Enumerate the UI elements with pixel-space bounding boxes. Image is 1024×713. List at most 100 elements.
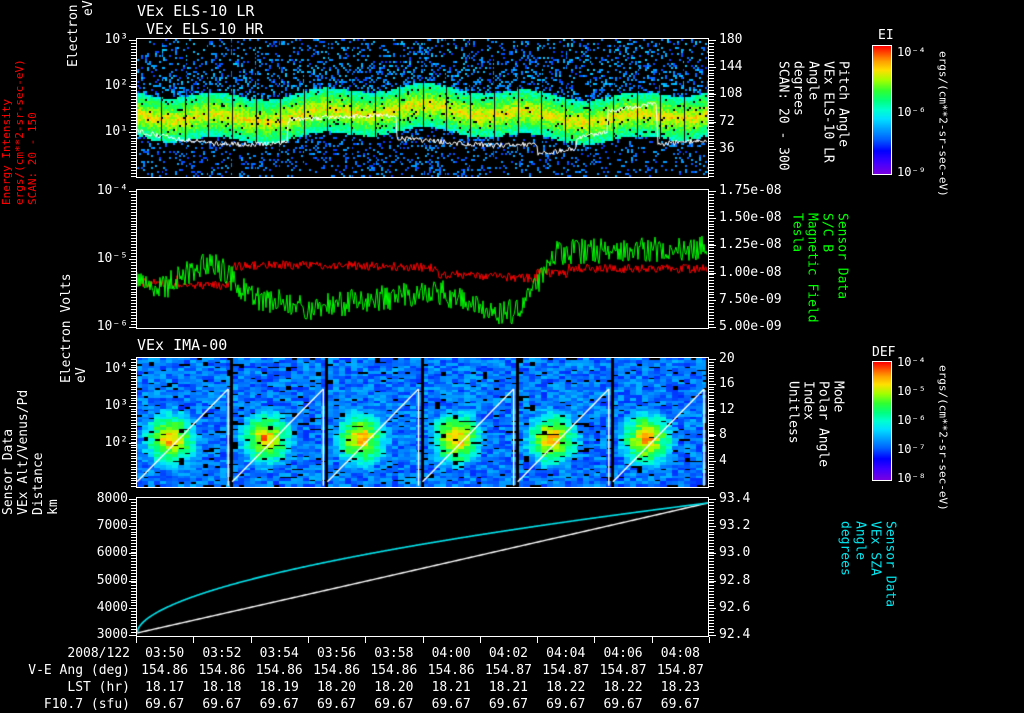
panel1-colorbar[interactable] (872, 45, 892, 175)
panel4-right-axis-minor (709, 587, 714, 589)
panel2-right-axis-minor (709, 238, 714, 240)
panel4-right-axis-minor (709, 540, 714, 542)
panel2-right-axis-minor (709, 276, 714, 278)
panel2-right-axis-label: Sensor Data S/C B Magnetic Field Tesla (758, 198, 849, 342)
panel3-right-axis-minor (709, 439, 714, 441)
panel2-right-axis-tickmark-4 (709, 299, 716, 301)
panel1-right-axis-minor (709, 110, 714, 112)
panel3-right-axis-minor (709, 405, 714, 407)
panel1-right-axis-minor (709, 149, 714, 151)
panel2-right-axis-minor (709, 232, 714, 234)
table-cell: 154.87 (542, 663, 590, 678)
panel2-right-axis-minor (709, 282, 714, 284)
table-cell: 154.86 (255, 663, 303, 678)
panel1-right-axis-minor (709, 40, 714, 41)
panel4-right-axis-tickmark-1 (709, 526, 716, 528)
panel1-plot-area[interactable] (136, 38, 709, 178)
panel2-right-axis-minor (709, 214, 714, 216)
panel3-right-axis-minor (709, 441, 714, 443)
panel1-right-axis-tickmark-1 (709, 67, 716, 69)
panel3-right-axis-minor (709, 480, 714, 482)
panel4-right-axis-minor (709, 575, 714, 577)
xaxis-tickmark (479, 637, 481, 643)
panel1-right-axis-minor (709, 87, 714, 89)
panel2-right-axis-minor (709, 327, 714, 328)
panel1-right-axis-minor (709, 116, 714, 118)
panel4-right-axis-tick-5: 92.4 (719, 627, 751, 642)
panel4-right-axis-minor (709, 617, 714, 619)
panel4-right-axis-tickmark-3 (709, 580, 716, 582)
panel4-right-axis-tickmark-0 (709, 499, 716, 500)
panel4-right-axis-tickmark-5 (709, 635, 716, 636)
panel2-plot-area[interactable] (136, 189, 709, 329)
panel1-right-axis-minor (709, 81, 714, 83)
table-cell: 154.87 (484, 663, 532, 678)
panel4-left-axis-tickmark-4 (129, 607, 136, 609)
panel3-right-axis-minor (709, 389, 714, 391)
panel1-right-axis-minor (709, 48, 714, 50)
panel4-left-axis-tickmark-1 (129, 526, 136, 528)
panel4-right-axis-minor (709, 534, 714, 536)
panel3-plot-area[interactable] (136, 357, 709, 488)
panel2-right-axis-minor (709, 208, 714, 210)
panel4-right-axis-minor (709, 519, 714, 521)
panel4-right-axis-minor (709, 555, 714, 557)
panel3-right-axis-minor (709, 486, 714, 487)
table-cell: 18.18 (202, 680, 242, 695)
panel1-right-axis-tick-2: 108 (719, 86, 743, 102)
panel1-right-axis-label: Pitch Angle VEx ELS-10 LR Angle degrees … (744, 46, 850, 190)
table-cell: 18.22 (546, 680, 586, 695)
table-cell: 18.17 (145, 680, 185, 695)
panel2-right-axis-minor (709, 279, 714, 281)
panel1-title-lr: VEx ELS-10 LR (137, 2, 255, 20)
panel3-right-axis-minor (709, 458, 714, 460)
panel4-plot-area[interactable] (136, 497, 709, 637)
panel1-right-axis-minor (709, 96, 714, 98)
panel4-left-axis-label: Sensor Data VEx Alt/Venus/Pd Distance km (1, 390, 121, 659)
panel2-right-axis-minor (709, 253, 714, 255)
table-row: F10.7 (sfu) 69.67 69.67 69.67 69.67 69.67 69.6… (0, 696, 1024, 713)
panel4-right-axis-minor (709, 531, 714, 533)
panel3-left-axis-label: Electron Volts eV (58, 273, 119, 512)
panel3-right-axis-tickmark-1 (709, 384, 716, 386)
panel2-right-axis-minor (709, 294, 714, 296)
panel3-right-axis-minor (709, 472, 714, 474)
panel3-right-axis-tick-1: 16 (719, 376, 735, 392)
panel2-right-axis-minor (709, 244, 714, 246)
panel2-right-axis-minor (709, 321, 714, 323)
panel3-colorbar[interactable] (872, 361, 892, 481)
panel4-right-axis-minor (709, 593, 714, 595)
panel1-title-hr: VEx ELS-10 HR (146, 20, 264, 38)
panel4-right-axis-minor (709, 552, 714, 554)
panel1-right-axis-minor (709, 78, 714, 80)
panel1-right-axis-minor (709, 45, 714, 47)
panel3-right-axis-minor (709, 436, 714, 438)
table-cell: 03:50 (145, 646, 185, 661)
panel3-right-axis-label: Mode Polar Angle Index Unitless (754, 366, 845, 486)
panel3-right-axis-minor (709, 383, 714, 385)
panel1-right-axis-minor (709, 155, 714, 157)
panel3-right-axis-minor (709, 400, 714, 402)
panel3-right-axis-minor (709, 430, 714, 432)
panel1-right-axis-minor (709, 42, 714, 44)
panel3-right-axis-minor (709, 397, 714, 399)
panel4-right-axis-tickmark-2 (709, 553, 716, 555)
table-cell: 18.20 (316, 680, 357, 695)
table-cell: 03:54 (259, 646, 299, 661)
panel2-right-axis-tickmark-5 (709, 327, 716, 328)
panel4-right-axis-minor (709, 620, 714, 622)
panel1-right-axis-tick-4: 36 (719, 140, 735, 156)
table-cell: 04:02 (488, 646, 528, 661)
table-row-label: LST (hr) (67, 680, 130, 695)
panel3-right-axis-minor (709, 359, 714, 360)
panel1-right-axis-minor (709, 158, 714, 160)
panel3-right-axis-tick-4: 4 (719, 452, 727, 468)
panel2-right-axis-minor (709, 306, 714, 308)
panel4-left-axis-tickmark-2 (129, 553, 136, 555)
table-row: LST (hr) 18.17 18.18 18.19 18.20 18.20 18.21 18… (0, 679, 1024, 696)
table-cell: 03:58 (374, 646, 414, 661)
panel3-right-axis-minor (709, 452, 714, 454)
panel1-right-axis-minor (709, 99, 714, 101)
xaxis-tickmark (709, 637, 710, 643)
panel2-right-axis-minor (709, 267, 714, 269)
